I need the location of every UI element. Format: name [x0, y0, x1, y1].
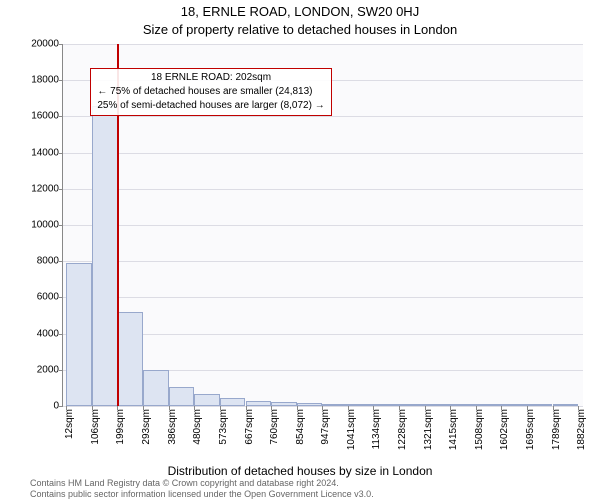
x-tick-label: 667sqm — [244, 406, 255, 445]
gridline — [63, 189, 583, 190]
x-tick-label: 854sqm — [295, 406, 306, 445]
x-tick-label: 1228sqm — [397, 406, 408, 450]
histogram-bar — [117, 312, 143, 406]
y-tick-mark — [59, 116, 63, 117]
y-tick-mark — [59, 153, 63, 154]
y-tick-mark — [59, 44, 63, 45]
x-tick-label: 1041sqm — [346, 406, 357, 450]
x-tick-label: 1508sqm — [474, 406, 485, 450]
x-tick-label: 947sqm — [320, 406, 331, 445]
gridline — [63, 44, 583, 45]
annotation-line3: 25% of semi-detached houses are larger (… — [97, 99, 324, 113]
y-tick-label: 4000 — [37, 328, 59, 339]
y-tick-label: 6000 — [37, 292, 59, 303]
histogram-bar — [220, 398, 246, 406]
x-tick-label: 760sqm — [269, 406, 280, 445]
y-tick-mark — [59, 261, 63, 262]
y-tick-label: 14000 — [31, 147, 59, 158]
x-tick-label: 1415sqm — [448, 406, 459, 450]
histogram-bar — [66, 263, 92, 406]
x-tick-label: 386sqm — [167, 406, 178, 445]
histogram-bar — [92, 106, 118, 406]
y-tick-mark — [59, 334, 63, 335]
y-tick-label: 16000 — [31, 111, 59, 122]
y-tick-label: 12000 — [31, 183, 59, 194]
x-tick-label: 12sqm — [64, 406, 75, 439]
chart-title-sub: Size of property relative to detached ho… — [0, 22, 600, 37]
gridline — [63, 153, 583, 154]
x-tick-label: 1321sqm — [423, 406, 434, 450]
histogram-bar — [169, 387, 195, 406]
annotation-line1: 18 ERNLE ROAD: 202sqm — [97, 71, 324, 85]
annotation-line2: ← 75% of detached houses are smaller (24… — [97, 85, 324, 99]
y-tick-label: 2000 — [37, 364, 59, 375]
footer-line1: Contains HM Land Registry data © Crown c… — [30, 478, 590, 489]
x-axis-label: Distribution of detached houses by size … — [0, 464, 600, 478]
x-tick-label: 199sqm — [115, 406, 126, 445]
y-tick-label: 10000 — [31, 220, 59, 231]
y-tick-label: 8000 — [37, 256, 59, 267]
y-tick-mark — [59, 80, 63, 81]
y-tick-mark — [59, 406, 63, 407]
x-tick-label: 573sqm — [218, 406, 229, 445]
x-tick-label: 1882sqm — [576, 406, 587, 450]
y-tick-label: 0 — [53, 401, 59, 412]
x-tick-label: 480sqm — [192, 406, 203, 445]
histogram-bar — [194, 394, 220, 406]
x-tick-label: 1789sqm — [551, 406, 562, 450]
plot-area: 0200040006000800010000120001400016000180… — [62, 44, 583, 407]
chart-container: 18, ERNLE ROAD, LONDON, SW20 0HJ Size of… — [0, 0, 600, 500]
x-tick-label: 1602sqm — [499, 406, 510, 450]
y-tick-label: 18000 — [31, 75, 59, 86]
y-tick-label: 20000 — [31, 39, 59, 50]
y-tick-mark — [59, 297, 63, 298]
x-tick-label: 106sqm — [90, 406, 101, 445]
x-tick-label: 1695sqm — [525, 406, 536, 450]
gridline — [63, 261, 583, 262]
x-tick-label: 1134sqm — [371, 406, 382, 449]
footer-attribution: Contains HM Land Registry data © Crown c… — [30, 478, 590, 500]
y-tick-mark — [59, 370, 63, 371]
gridline — [63, 225, 583, 226]
footer-line2: Contains public sector information licen… — [30, 489, 590, 500]
chart-title-main: 18, ERNLE ROAD, LONDON, SW20 0HJ — [0, 4, 600, 19]
histogram-bar — [143, 370, 169, 406]
gridline — [63, 297, 583, 298]
x-tick-label: 293sqm — [141, 406, 152, 445]
y-tick-mark — [59, 225, 63, 226]
annotation-box: 18 ERNLE ROAD: 202sqm← 75% of detached h… — [90, 68, 331, 116]
y-tick-mark — [59, 189, 63, 190]
gridline — [63, 116, 583, 117]
